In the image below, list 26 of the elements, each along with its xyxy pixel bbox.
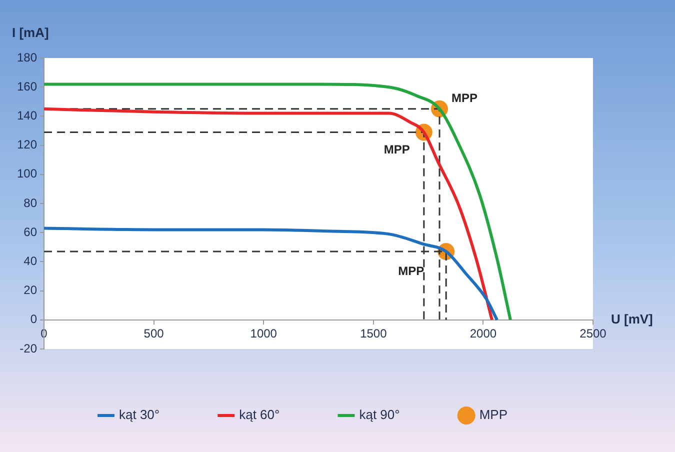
annotation: MPP — [384, 142, 410, 157]
legend-label: kąt 60° — [239, 407, 280, 422]
x-tick-label: 2500 — [580, 326, 607, 340]
y-axis-title: I [mA] — [12, 25, 49, 40]
x-tick-label: 2000 — [470, 326, 497, 340]
y-tick-label: 100 — [16, 166, 38, 181]
annotation: MPP — [398, 264, 424, 278]
x-tick-label: 1000 — [250, 326, 278, 340]
x-tick-label: 500 — [144, 326, 164, 340]
line-series — [44, 226, 499, 322]
y-tick-label: 160 — [16, 79, 38, 94]
y-tick-label: -20 — [20, 341, 38, 356]
x-axis-title: U [mV] — [611, 311, 653, 326]
legend-label: kąt 30° — [118, 407, 160, 422]
y-tick-label: 120 — [16, 138, 38, 152]
y-tick-label: 180 — [16, 50, 38, 64]
x-tick-label: 1500 — [360, 326, 388, 340]
annotation: MPP — [452, 91, 478, 106]
legend-label: MPP — [479, 407, 508, 422]
y-tick-label: 80 — [24, 196, 38, 210]
y-tick-label: 0 — [30, 312, 38, 326]
y-tick-label: 140 — [16, 108, 38, 123]
legend-label: kąt 90° — [359, 407, 400, 422]
y-tick-label: 20 — [24, 283, 38, 298]
y-tick-label: 60 — [24, 224, 38, 239]
y-tick-label: 40 — [24, 254, 38, 268]
